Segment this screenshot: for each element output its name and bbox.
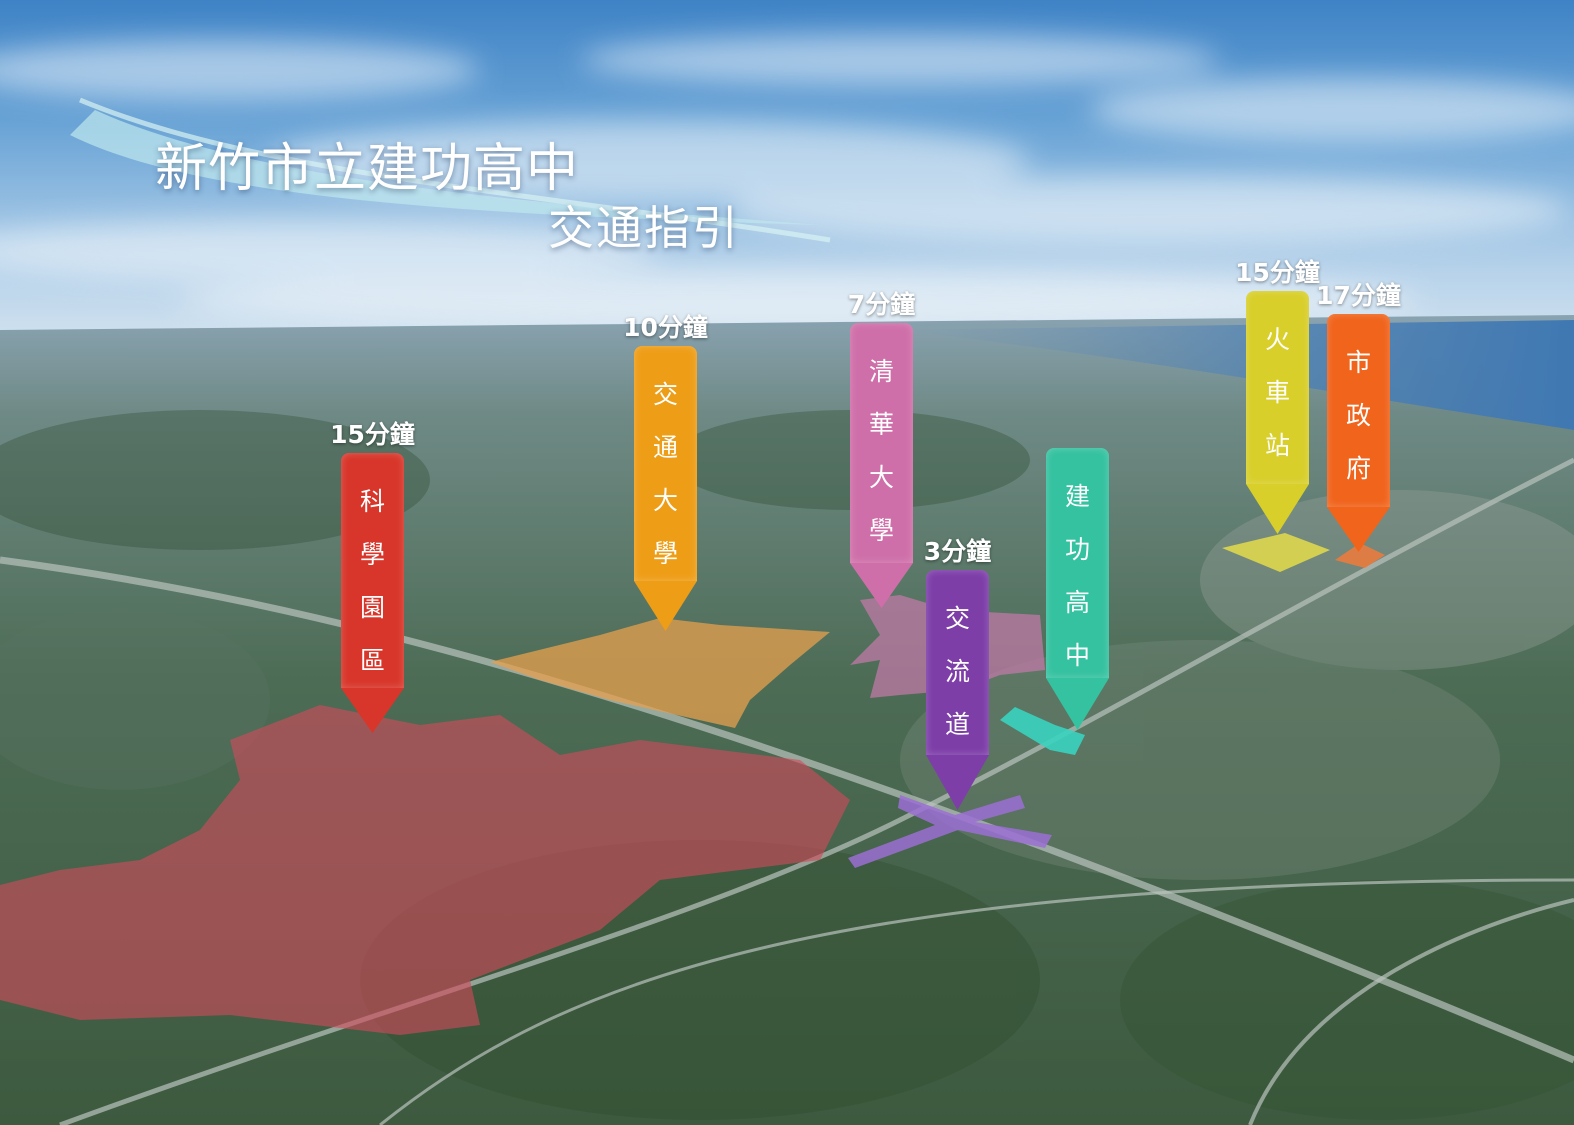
marker-name-char: 中	[1064, 641, 1090, 670]
marker-pin-body	[1246, 291, 1309, 484]
marker-name: 火車站	[1246, 313, 1309, 472]
marker-pin-tip	[926, 755, 989, 810]
marker-time: 15分鐘	[1235, 258, 1320, 287]
marker-pin-body	[634, 346, 697, 581]
marker-name-char: 通	[652, 433, 678, 462]
marker-name: 市政府	[1327, 336, 1390, 495]
science-park-area	[0, 705, 850, 1035]
marker-name: 科學園區	[341, 475, 404, 687]
marker-name-char: 清	[868, 357, 894, 386]
marker-name-char: 市	[1345, 348, 1371, 377]
marker-pin-body	[341, 453, 404, 688]
interchange-area	[848, 795, 1052, 868]
marker-name-char: 大	[868, 463, 894, 492]
marker-pin-body	[1046, 448, 1109, 678]
title-swoosh	[70, 97, 831, 243]
marker-name-char: 火	[1264, 325, 1290, 354]
marker-time: 15分鐘	[330, 420, 415, 449]
marker-pin-body	[850, 323, 913, 563]
marker-name-char: 交	[944, 604, 970, 633]
city-hall-area	[1335, 543, 1385, 568]
marker-name-char: 政	[1345, 401, 1371, 430]
marker-name: 建功高中	[1046, 470, 1109, 682]
marker-name-char: 大	[652, 486, 678, 515]
marker-name: 交流道	[926, 592, 989, 751]
marker-name-char: 道	[944, 710, 970, 739]
marker-name-char: 區	[359, 646, 385, 675]
marker-name-char: 園	[359, 593, 385, 622]
marker-name-char: 科	[359, 487, 385, 516]
marker-pin-tip	[341, 688, 404, 733]
marker-name-char: 建	[1064, 482, 1090, 511]
marker-pin-tip	[634, 581, 697, 631]
marker-name-char: 高	[1064, 588, 1090, 617]
marker-pin-tip	[850, 563, 913, 608]
page-subtitle: 交通指引	[548, 201, 740, 255]
marker-time: 17分鐘	[1316, 281, 1401, 310]
marker-time: 7分鐘	[847, 290, 916, 319]
clouds	[0, 34, 1574, 330]
marker-name: 清華大學	[850, 345, 913, 557]
nctu-area	[490, 618, 830, 728]
marker-pin-body	[926, 570, 989, 755]
marker-pin-tip	[1246, 484, 1309, 534]
train-station-area	[1222, 533, 1330, 572]
marker-name-char: 學	[359, 540, 385, 569]
marker-name-char: 交	[652, 380, 678, 409]
marker-name-char: 府	[1345, 454, 1371, 483]
marker-name-char: 站	[1264, 431, 1290, 460]
marker-time: 10分鐘	[623, 313, 708, 342]
marker-pin-tip	[1046, 678, 1109, 730]
page-title: 新竹市立建功高中	[155, 139, 580, 199]
marker-name-char: 車	[1264, 378, 1290, 407]
marker-name-char: 學	[868, 516, 894, 545]
marker-pin-body	[1327, 314, 1390, 507]
marker-name-char: 功	[1064, 535, 1090, 564]
school-area	[1000, 707, 1085, 755]
marker-name-char: 學	[652, 539, 678, 568]
marker-time: 3分鐘	[923, 537, 992, 566]
marker-name-char: 流	[944, 657, 970, 686]
marker-pin-tip	[1327, 507, 1390, 552]
marker-name: 交通大學	[634, 368, 697, 580]
marker-name-char: 華	[868, 410, 894, 439]
